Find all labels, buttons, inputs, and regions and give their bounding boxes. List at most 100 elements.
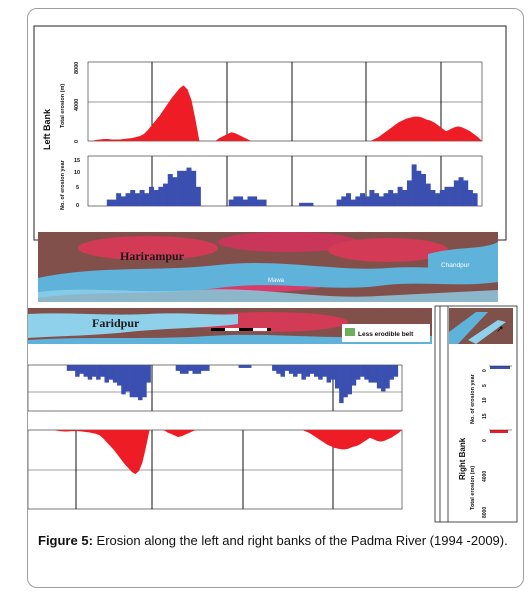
lb-year-bar	[256, 199, 262, 206]
lb-year-bar	[163, 183, 169, 206]
lower-year-bar	[351, 365, 357, 386]
lb-erosion-year-chart: No. of erosion year 15 10 5 0	[60, 155, 483, 210]
rb-map-arrow: ↗	[496, 324, 504, 334]
lb-year-bar	[308, 202, 314, 206]
lb-year-bar	[153, 190, 159, 206]
rb-total-tick-8000: 8000	[482, 507, 488, 518]
lb-year-bar	[252, 196, 258, 206]
lb-year-bar	[430, 190, 436, 206]
lb-year-bar	[172, 177, 178, 206]
lb-total-erosion-chart: Total erosion (m) 8000 4000 0	[60, 61, 483, 143]
lb-year-bar	[425, 183, 431, 206]
lb-year-bar	[181, 170, 187, 206]
lower-year-bar	[326, 365, 332, 383]
lower-year-bar	[205, 365, 210, 371]
lower-year-bar	[381, 365, 386, 392]
lower-year-bar	[196, 365, 202, 374]
lower-year-bar	[305, 365, 311, 377]
lb-year-bar	[402, 190, 408, 206]
lower-year-bars	[66, 365, 399, 404]
lower-erosion-area	[50, 430, 402, 475]
lower-year-bar	[83, 365, 89, 377]
lb-year-bar	[392, 193, 398, 206]
lb-year-bar	[130, 190, 136, 206]
left-bank-label: Left Bank	[42, 108, 52, 150]
lb-year-bar	[458, 177, 464, 206]
lb-year-bar	[360, 193, 366, 206]
right-bank-panel: ↗ Right Bank No. of erosion year Total e…	[434, 305, 518, 523]
lb-year-bar	[191, 170, 197, 206]
lower-year-bar	[238, 365, 244, 368]
lower-year-bar	[284, 365, 290, 371]
lower-year-bar	[108, 365, 114, 380]
lower-year-bar	[364, 365, 369, 380]
lb-year-bar	[355, 196, 361, 206]
rb-year-ticks: 0 5 10 15	[482, 369, 488, 419]
rb-year-tick-0: 0	[482, 369, 488, 372]
lb-year-bar	[116, 193, 122, 206]
lb-year-bar	[388, 190, 394, 206]
lb-year-bar	[299, 202, 305, 206]
rb-total-erosion-axis-title: Total erosion (m)	[470, 466, 476, 510]
lb-year-bar	[435, 193, 441, 206]
lower-year-bar	[91, 365, 97, 377]
lb-year-bar	[242, 199, 248, 206]
lower-year-bar	[393, 365, 399, 377]
lower-year-bar	[314, 365, 319, 377]
lb-year-bar	[444, 186, 450, 206]
right-bank-label: Right Bank	[458, 437, 467, 480]
lower-year-bar	[288, 365, 294, 374]
satellite-map-lower: Faridpur Less erodible belt	[28, 308, 432, 344]
lower-year-bar	[330, 365, 336, 380]
lb-year-bar	[261, 199, 267, 206]
lb-year-bar	[463, 180, 469, 206]
rb-total-tick-4000: 4000	[482, 471, 488, 482]
lower-year-bar	[385, 365, 390, 389]
lower-erosion-chart	[28, 429, 403, 510]
lb-year-bar	[134, 193, 140, 206]
lb-year-bar	[177, 170, 183, 206]
mawa-label: Mawa	[268, 278, 285, 284]
rb-year-bar	[490, 366, 510, 369]
lb-year-bar	[369, 190, 375, 206]
lb-year-bar	[364, 196, 370, 206]
lb-year-bar	[378, 196, 384, 206]
lower-year-bar	[276, 365, 281, 374]
lower-year-bar	[96, 365, 101, 380]
lb-year-bar	[345, 193, 351, 206]
lb-year-bar	[106, 199, 112, 206]
lower-year-bar	[339, 365, 344, 404]
lb-year-bar	[148, 186, 154, 206]
lower-year-chart	[28, 364, 403, 412]
lb-year-tick-5: 5	[76, 185, 79, 191]
lb-year-bar	[120, 196, 126, 206]
figure-caption: Figure 5: Erosion along the left and rig…	[38, 532, 508, 549]
rb-year-tick-15: 15	[482, 413, 488, 419]
legend-box	[342, 324, 430, 342]
lb-year-bar	[383, 193, 389, 206]
lb-year-bar	[467, 190, 473, 206]
lower-year-bar	[376, 365, 382, 389]
lb-year-bar	[350, 199, 356, 206]
scale-bar	[211, 328, 271, 331]
lb-year-bar	[416, 170, 422, 206]
legend-swatch	[345, 328, 355, 336]
lb-tick-4000: 4000	[74, 99, 80, 111]
lower-year-bar	[372, 365, 378, 383]
lower-year-bar	[142, 365, 147, 398]
lower-year-bar	[138, 365, 143, 401]
lower-year-bar	[360, 365, 365, 377]
lb-year-bar	[406, 180, 412, 206]
lower-year-bar	[301, 365, 306, 380]
legend-label: Less erodible belt	[358, 331, 414, 338]
lb-year-bar	[336, 199, 342, 206]
lower-year-bar	[334, 365, 340, 389]
lb-year-bar	[167, 174, 173, 206]
lower-year-bar	[322, 365, 327, 377]
lb-year-bar	[111, 199, 117, 206]
lower-year-bar	[242, 365, 248, 368]
rb-year-tick-5: 5	[482, 384, 488, 387]
lb-year-bar	[411, 164, 417, 206]
lb-total-erosion-axis-title: Total erosion (m)	[60, 84, 66, 128]
lb-year-bar	[186, 167, 192, 206]
